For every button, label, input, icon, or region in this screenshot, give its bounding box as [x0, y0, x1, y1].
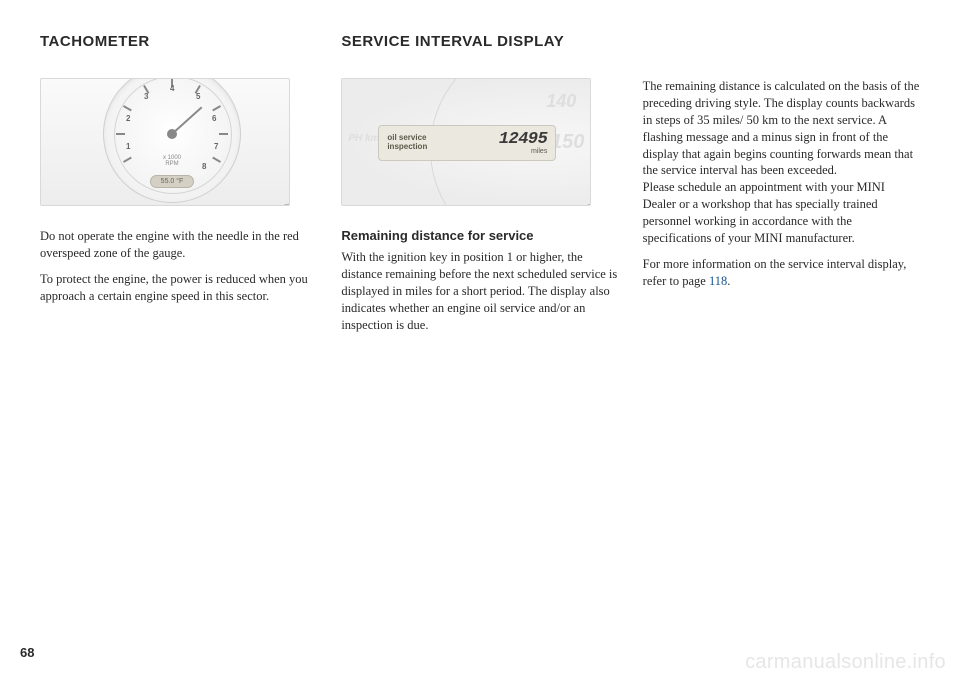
figure-code: MV04506CMA — [586, 203, 591, 206]
gauge-lcd: 55.0 °F — [150, 175, 194, 188]
subheading-remaining-distance: Remaining distance for service — [341, 228, 618, 243]
gauge-unit-label: x 1000 RPM — [163, 155, 181, 168]
paragraph: The remaining distance is calculated on … — [643, 78, 920, 179]
text: . — [727, 274, 730, 288]
paragraph: With the ignition key in position 1 or h… — [341, 249, 618, 333]
column-3: The remaining distance is calculated on … — [643, 78, 920, 342]
column-2: PH km/h 140 150 oil service inspection 1… — [341, 78, 618, 342]
gauge-number: 5 — [196, 92, 200, 101]
page-reference-link[interactable]: 118 — [709, 274, 727, 288]
figure-code: MV01306CMB — [285, 203, 290, 206]
paragraph: To protect the engine, the power is redu… — [40, 271, 317, 305]
gauge-number: 1 — [126, 142, 130, 151]
gauge-number: 2 — [126, 114, 130, 123]
gauge-outer: 1 2 3 4 5 6 7 8 x 1000 RPM 55.0 °F — [103, 78, 241, 203]
paragraph: Please schedule an appointment with your… — [643, 179, 920, 247]
figure-service-interval: PH km/h 140 150 oil service inspection 1… — [341, 78, 591, 206]
sid-lcd-panel: oil service inspection 12495 miles — [378, 125, 556, 161]
gauge-needle-hub — [167, 129, 177, 139]
sid-scale-number: 140 — [546, 91, 576, 112]
watermark: carmanualsonline.info — [745, 651, 946, 674]
gauge-number: 6 — [212, 114, 216, 123]
sid-distance-unit: miles — [499, 148, 548, 155]
paragraph: Do not operate the engine with the needl… — [40, 228, 317, 262]
gauge-number: 4 — [170, 84, 174, 93]
gauge-number: 3 — [144, 92, 148, 101]
heading-tachometer: TACHOMETER — [40, 33, 317, 50]
page-number: 68 — [20, 645, 34, 660]
gauge-tick — [219, 133, 228, 135]
gauge-number: 7 — [214, 142, 218, 151]
text: For more information on the service inte… — [643, 257, 907, 288]
paragraph: For more information on the service inte… — [643, 256, 920, 290]
gauge-tick — [116, 133, 125, 135]
sid-service-text: oil service inspection — [379, 134, 427, 152]
figure-tachometer: 1 2 3 4 5 6 7 8 x 1000 RPM 55.0 °F MV013… — [40, 78, 290, 206]
sid-readout: 12495 miles — [499, 131, 556, 155]
gauge-number: 8 — [202, 162, 206, 171]
heading-service-interval: SERVICE INTERVAL DISPLAY — [341, 33, 920, 50]
column-1: 1 2 3 4 5 6 7 8 x 1000 RPM 55.0 °F MV013… — [40, 78, 317, 342]
sid-distance-value: 12495 — [499, 131, 548, 148]
